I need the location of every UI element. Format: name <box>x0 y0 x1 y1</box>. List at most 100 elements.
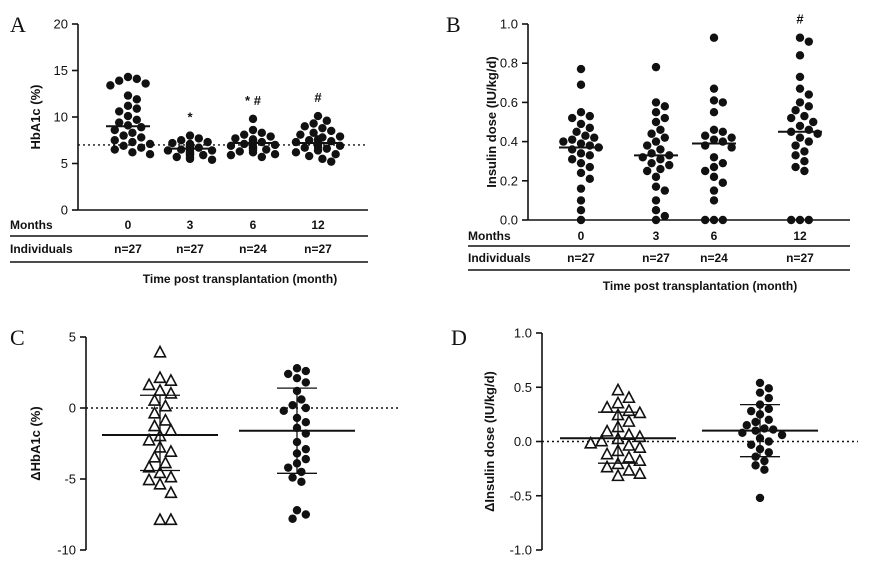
data-point <box>322 116 332 125</box>
data-point <box>297 467 306 477</box>
data-point <box>203 137 212 147</box>
data-point <box>231 134 240 143</box>
y-tick-label: 5 <box>61 156 68 171</box>
data-point <box>809 117 818 127</box>
data-point <box>585 123 595 133</box>
panel-label-b: B <box>446 12 461 37</box>
data-point <box>656 164 665 174</box>
y-axis-title: ΔInsulin dose (IU/kg/d) <box>482 371 497 512</box>
y-tick-label: 1.0 <box>500 17 518 32</box>
x-axis-title: Time post transplantation (month) <box>143 272 337 286</box>
table-cell: n=27 <box>642 251 670 265</box>
data-point <box>301 366 311 376</box>
data-point <box>656 145 665 154</box>
data-point <box>309 128 318 138</box>
data-point <box>800 147 809 156</box>
data-point <box>791 141 800 150</box>
data-point <box>199 150 208 160</box>
data-point <box>576 168 586 178</box>
data-point <box>123 72 133 82</box>
data-point <box>581 131 590 140</box>
data-point <box>795 133 805 142</box>
data-point <box>795 33 805 42</box>
table-cell: 3 <box>187 218 194 232</box>
data-point <box>141 79 150 88</box>
table-cell: n=27 <box>176 242 204 256</box>
panel-label-a: A <box>10 12 26 37</box>
data-point-triangle <box>600 446 614 460</box>
data-point <box>795 72 805 82</box>
data-point <box>795 84 805 93</box>
data-point <box>318 154 327 164</box>
data-point-triangle <box>622 390 636 404</box>
data-point <box>764 384 774 393</box>
data-point-triangle <box>153 383 167 396</box>
data-point <box>248 125 258 135</box>
data-point <box>301 378 311 387</box>
data-point <box>576 64 586 74</box>
x-axis-title: Time post transplantation (month) <box>603 279 797 293</box>
data-point <box>727 143 736 152</box>
data-point-triangle <box>164 373 178 386</box>
data-point <box>764 393 774 403</box>
data-point <box>176 136 186 145</box>
y-tick-label: 1.0 <box>514 326 532 341</box>
data-point <box>283 463 293 472</box>
data-point <box>207 155 217 164</box>
y-tick-label: 0.8 <box>500 56 518 71</box>
data-point <box>288 473 297 482</box>
data-point <box>804 102 814 111</box>
data-point <box>791 151 800 160</box>
data-point <box>301 454 311 464</box>
y-tick-label: -0.5 <box>510 488 532 503</box>
data-point <box>301 510 311 519</box>
data-point <box>335 132 345 141</box>
table-cell: n=27 <box>786 251 814 265</box>
data-point <box>795 215 805 225</box>
data-point <box>590 133 599 142</box>
data-point <box>709 108 719 117</box>
data-point <box>301 418 311 427</box>
data-point <box>292 506 302 515</box>
panel-c-delta-hba1c-scatter: -10 -5 0 5 ΔHbA1c (%) <box>28 330 400 558</box>
data-point <box>132 104 142 113</box>
data-point <box>279 406 288 416</box>
data-point <box>786 215 796 225</box>
data-point <box>114 107 124 116</box>
data-point-triangle <box>164 422 178 436</box>
data-point <box>660 211 670 221</box>
data-point <box>746 440 756 449</box>
data-point <box>660 102 670 111</box>
data-point <box>718 215 728 225</box>
data-point <box>651 108 661 117</box>
y-tick-label: 0 <box>61 203 68 218</box>
data-point <box>172 152 181 162</box>
y-tick-label: 0.4 <box>500 134 518 149</box>
data-point <box>777 430 787 440</box>
data-point <box>576 215 586 225</box>
data-point <box>296 130 305 139</box>
y-tick-label: 5 <box>69 330 76 345</box>
table-cell: n=27 <box>114 242 142 256</box>
data-point <box>800 166 809 176</box>
data-point-triangle <box>611 382 625 396</box>
data-point <box>292 364 302 373</box>
data-point <box>795 98 805 107</box>
data-point <box>727 133 736 142</box>
data-point <box>300 143 309 152</box>
data-point <box>647 129 656 138</box>
data-point-triangle <box>622 403 636 417</box>
data-point <box>327 126 336 136</box>
data-point-triangle <box>158 412 173 426</box>
data-point <box>718 158 728 168</box>
data-point-triangle <box>153 476 167 490</box>
data-point <box>145 150 155 159</box>
table-row-label: Months <box>468 229 511 243</box>
data-point <box>656 155 665 164</box>
data-point <box>128 148 137 157</box>
data-point <box>301 444 311 454</box>
table-cell: 3 <box>653 229 660 243</box>
data-point-triangle <box>164 485 178 499</box>
data-point-triangle <box>164 469 178 483</box>
